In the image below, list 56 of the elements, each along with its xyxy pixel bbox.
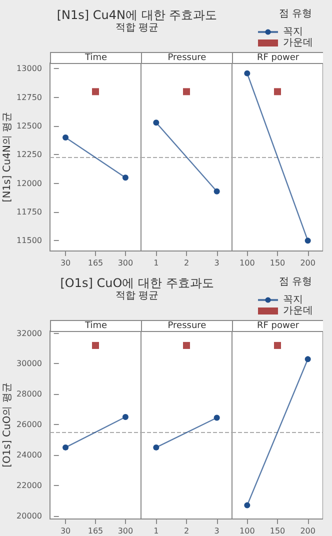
point xyxy=(122,414,128,420)
y-tick-label: 12750 xyxy=(16,92,42,102)
x-tick-label: 150 xyxy=(270,526,286,536)
x-tick-label: 3 xyxy=(214,258,220,268)
x-axis-title: RF power xyxy=(256,321,300,331)
x-tick-label: 1 xyxy=(154,526,159,536)
x-tick-label: 300 xyxy=(118,258,134,268)
legend-label: 꼭지 xyxy=(283,294,303,306)
y-tick-label: 30000 xyxy=(16,359,42,368)
x-tick-label: 2 xyxy=(184,258,190,268)
y-axis-title: [O1s] CuO의 평균 xyxy=(2,382,14,468)
y-tick-label: 24000 xyxy=(16,450,42,460)
y-axis-title: [N1s] Cu4N의 평균 xyxy=(2,112,14,202)
legend-title: 점 유형 xyxy=(278,8,312,20)
point xyxy=(62,134,69,141)
chart-subtitle: 적합 평균 xyxy=(115,22,159,34)
x-tick-label: 165 xyxy=(88,526,104,536)
x-tick-label: 150 xyxy=(270,258,286,268)
y-tick-label: 20000 xyxy=(16,511,42,520)
x-tick-label: 165 xyxy=(88,258,104,268)
x-tick-label: 100 xyxy=(240,258,255,268)
legend-label: 꼭지 xyxy=(283,26,303,38)
point xyxy=(92,342,99,349)
chart-title: [O1s] CuO에 대한 주효과도 xyxy=(60,276,214,290)
legend-label: 가운데 xyxy=(283,306,313,316)
y-tick-label: 12000 xyxy=(16,178,42,188)
x-tick-label: 100 xyxy=(240,526,255,536)
legend-title: 점 유형 xyxy=(278,276,312,288)
y-tick-label: 12500 xyxy=(16,122,42,131)
y-tick-label: 11500 xyxy=(16,236,42,246)
x-tick-label: 30 xyxy=(60,526,71,536)
y-tick-label: 22000 xyxy=(16,481,42,490)
x-axis-title: Pressure xyxy=(168,53,207,63)
x-axis-title: RF power xyxy=(256,53,300,63)
chart-subtitle: 적합 평균 xyxy=(115,290,159,302)
x-tick-label: 3 xyxy=(214,526,220,536)
x-tick-label: 200 xyxy=(300,258,316,268)
y-tick-label: 32000 xyxy=(16,328,42,338)
y-tick-label: 12250 xyxy=(16,150,42,160)
x-tick-label: 200 xyxy=(300,526,316,536)
chart-title: [N1s] Cu4N에 대한 주효과도 xyxy=(56,8,218,22)
y-tick-label: 28000 xyxy=(16,390,42,399)
y-tick-label: 11750 xyxy=(16,208,42,217)
x-tick-label: 300 xyxy=(118,526,134,536)
legend-label: 가운데 xyxy=(283,38,313,48)
x-axis-title: Time xyxy=(84,53,108,63)
y-tick-label: 26000 xyxy=(16,420,42,430)
point xyxy=(122,174,128,181)
point xyxy=(92,88,99,96)
x-tick-label: 30 xyxy=(60,258,71,268)
x-axis-title: Time xyxy=(84,321,108,331)
x-axis-title: Pressure xyxy=(168,321,207,331)
point xyxy=(62,444,69,450)
x-tick-label: 1 xyxy=(154,258,159,268)
y-tick-label: 13000 xyxy=(16,64,42,74)
x-tick-label: 2 xyxy=(184,526,190,536)
